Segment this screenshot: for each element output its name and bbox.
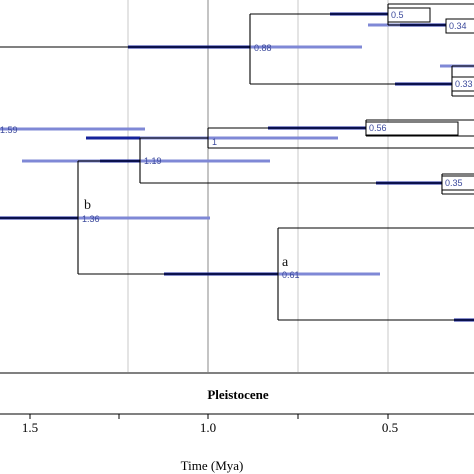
node-box xyxy=(451,76,474,92)
tick-label-1-5: 1.5 xyxy=(22,420,38,435)
tick-label-1-0: 1.0 xyxy=(200,420,216,435)
time-scale: Pleistocene 1.5 1.0 0.5 Time (Mya) xyxy=(0,372,474,473)
tree-branches xyxy=(0,3,474,321)
node-box xyxy=(441,175,474,191)
support-label: 0.5 xyxy=(391,10,404,20)
support-label: 0.61 xyxy=(282,270,300,280)
support-label: 1 xyxy=(212,137,217,147)
clade-label-b: b xyxy=(84,198,91,213)
node-boxes xyxy=(365,7,474,191)
support-label: 0.34 xyxy=(449,21,467,31)
support-label: 0.33 xyxy=(455,79,473,89)
tick-label-0-5: 0.5 xyxy=(382,420,398,435)
node-box xyxy=(365,121,459,136)
time-gridlines xyxy=(127,0,389,372)
support-label: 1.19 xyxy=(144,156,162,166)
support-label: 0.56 xyxy=(369,123,387,133)
node-box xyxy=(387,7,431,23)
node-box xyxy=(445,18,474,34)
epoch-label: Pleistocene xyxy=(207,387,269,402)
support-label: 1.59 xyxy=(0,125,18,135)
support-label: 0.88 xyxy=(254,43,272,53)
clade-label-a: a xyxy=(282,255,289,270)
support-labels: 0.5 0.34 0.88 0.33 1.59 0.56 1 1.19 0.35… xyxy=(0,10,473,280)
axis-title: Time (Mya) xyxy=(181,458,244,473)
support-label: 0.35 xyxy=(445,178,463,188)
clade-labels: a b xyxy=(84,198,289,270)
support-label: 1.36 xyxy=(82,214,100,224)
